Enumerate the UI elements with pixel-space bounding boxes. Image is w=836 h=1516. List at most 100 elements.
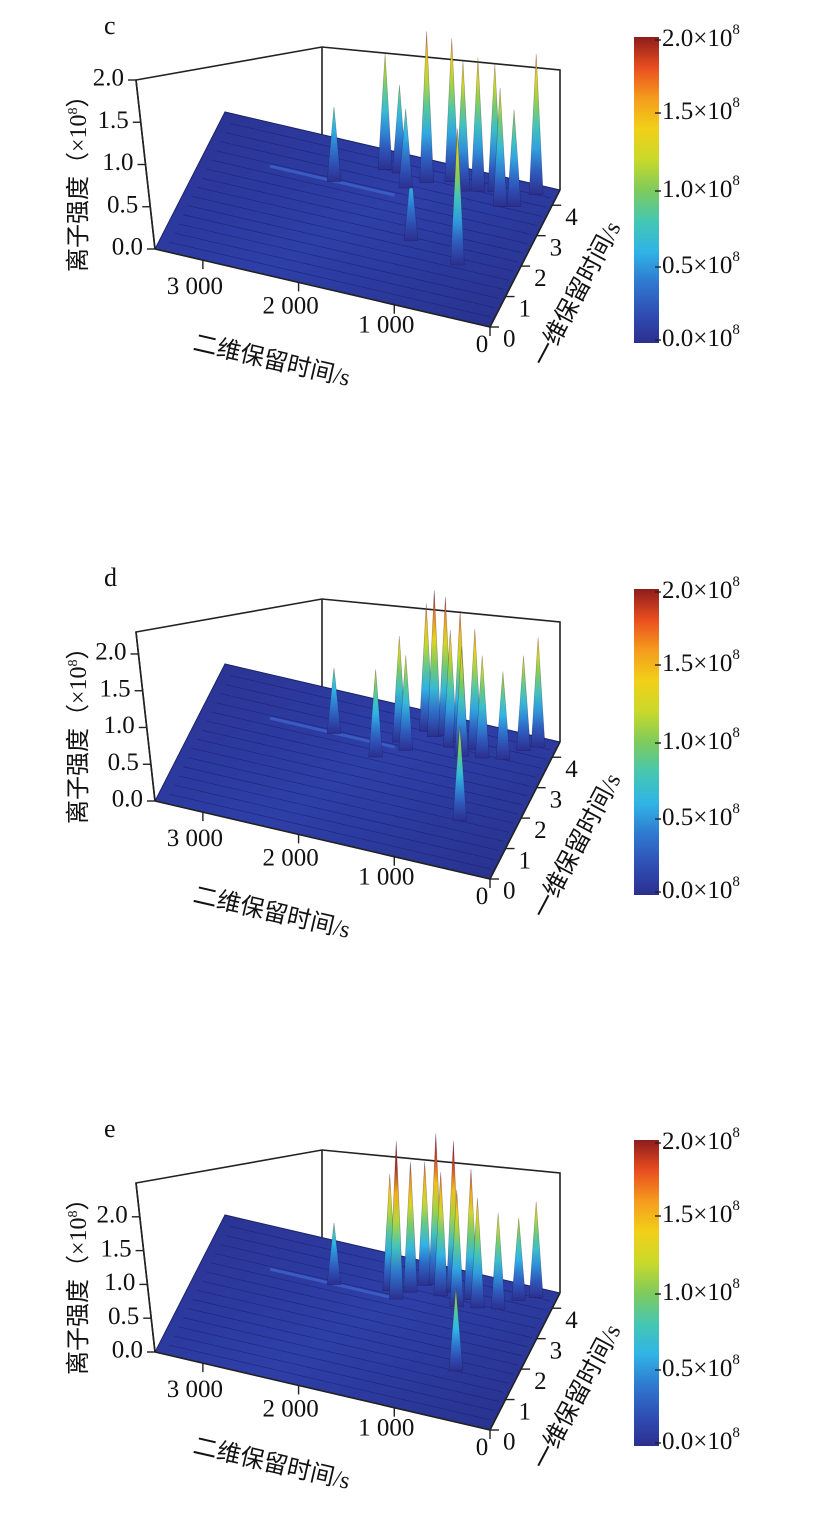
z-axis-line (135, 631, 156, 802)
surface-peak (452, 725, 468, 822)
surface-peak (326, 667, 342, 734)
colorbar-exp: 8 (732, 801, 740, 817)
surface-peak (403, 1161, 418, 1293)
surface-streak (225, 132, 546, 208)
x-tick-label: 0 (476, 331, 489, 358)
colorbar-mantissa: 0.0 (662, 1428, 693, 1455)
colorbar-bar (634, 589, 659, 895)
surface-peak (398, 108, 413, 189)
surface-peak (495, 671, 511, 760)
y-tick-label: 1 (519, 295, 532, 322)
colorbar-mantissa: 0.5 (662, 804, 693, 831)
y-tick-label: 0 (503, 326, 516, 353)
surface-peak (388, 1141, 404, 1300)
z-tick-label: 0.0 (112, 1337, 143, 1364)
colorbar-times: ×10 (693, 25, 732, 52)
surface-streak (178, 775, 500, 851)
z-axis-label-exp: 8 (66, 1210, 81, 1217)
colorbar-bar (634, 1140, 659, 1446)
colorbar-tick-label: 0.0×108 (662, 1425, 740, 1454)
colorbar-mantissa: 1.0 (662, 1279, 693, 1306)
y-axis-label: 一维保留时间/s (527, 1320, 626, 1474)
surface-peak (368, 669, 383, 758)
surface-peak (516, 655, 531, 751)
surface-streak (183, 1317, 504, 1393)
surface-peak (470, 57, 486, 192)
y-axis-line (489, 189, 561, 328)
colorbar-tick-label: 2.0×108 (662, 574, 740, 603)
surface-peak (506, 109, 522, 207)
z-axis-label-close: ） (66, 635, 92, 659)
colorbar-mantissa: 0.5 (662, 1355, 693, 1382)
y-tick-label: 0 (503, 878, 516, 905)
colorbar-tick-label: 0.5×108 (662, 249, 740, 278)
x-tick-label: 3 000 (167, 825, 223, 852)
z-axis-label-exp: 8 (66, 659, 81, 666)
colorbar-times: ×10 (693, 650, 732, 677)
colorbar-mantissa: 2.0 (662, 577, 693, 604)
surface-streak (201, 177, 523, 254)
colorbar-tick-label: 2.0×108 (662, 1125, 740, 1154)
colorbar-exp: 8 (732, 173, 740, 189)
y-tick-label: 4 (565, 1307, 578, 1334)
z-tick-label: 0.5 (108, 1303, 139, 1330)
colorbar-mantissa: 1.5 (662, 1201, 693, 1228)
colorbar-times: ×10 (693, 325, 732, 352)
colorbar-tick-label: 0.5×108 (662, 801, 740, 830)
x-tick-label: 1 000 (358, 864, 414, 891)
colorbar-times: ×10 (693, 1428, 732, 1455)
colorbar-mantissa: 1.0 (662, 176, 693, 203)
z-tick-label: 1.5 (98, 107, 129, 134)
surface-peak (511, 1217, 527, 1301)
surface-streak (173, 784, 495, 861)
y-tick-label: 2 (534, 265, 547, 292)
x-tick-label: 1 000 (358, 1415, 414, 1442)
surface-peak (403, 170, 419, 241)
y-tick-label: 0 (503, 1429, 516, 1456)
surface-streak (169, 241, 490, 318)
surface-streak (215, 1253, 537, 1329)
y-tick-label: 3 (550, 786, 563, 813)
y-tick-label: 4 (565, 204, 578, 231)
z-tick-label: 1.0 (102, 149, 133, 176)
y-axis-label: 一维保留时间/s (527, 217, 626, 371)
y-tick-label: 3 (550, 1337, 563, 1364)
colorbar-mantissa: 1.0 (662, 728, 693, 755)
z-tick-label: 0.5 (107, 191, 138, 218)
surface-peak (448, 1288, 464, 1372)
surface-peak (326, 106, 342, 182)
x-axis-line (154, 1351, 491, 1431)
colorbar-exp: 8 (732, 725, 740, 741)
surface-peak (442, 630, 458, 748)
surface-streak (173, 232, 495, 309)
z-axis-label: 离子强度（×108） (65, 1186, 92, 1375)
x-axis-label: 二维保留时间/s (191, 1433, 353, 1495)
colorbar-exp: 8 (732, 1198, 740, 1214)
surface-streak (183, 214, 504, 290)
surface-streak (173, 1335, 495, 1412)
colorbar-tick-label: 1.0×108 (662, 725, 740, 754)
z-axis-label-text: 离子强度（×10 (65, 1217, 92, 1375)
z-axis-label-exp: 8 (66, 107, 81, 114)
colorbar-tick-label: 1.0×108 (662, 173, 740, 202)
colorbar-tick-label: 1.0×108 (662, 1276, 740, 1305)
surface-peak (417, 1161, 432, 1286)
x-tick-label: 0 (476, 1434, 489, 1461)
y-tick-label: 4 (565, 756, 578, 783)
colorbar-times: ×10 (693, 1279, 732, 1306)
surface-streak (206, 1271, 528, 1348)
surface-streak (169, 1344, 490, 1421)
z-tick-label: 2.0 (93, 65, 124, 92)
surface-peak (474, 655, 490, 759)
surface-streak (211, 1262, 532, 1338)
colorbar-times: ×10 (693, 1128, 732, 1155)
x-axis-line (154, 800, 491, 880)
colorbar-mantissa: 0.5 (662, 252, 693, 279)
surface-peak (528, 53, 544, 195)
colorbar-exp: 8 (732, 647, 740, 663)
surface-streak (201, 1280, 523, 1357)
colorbar-times: ×10 (693, 1201, 732, 1228)
